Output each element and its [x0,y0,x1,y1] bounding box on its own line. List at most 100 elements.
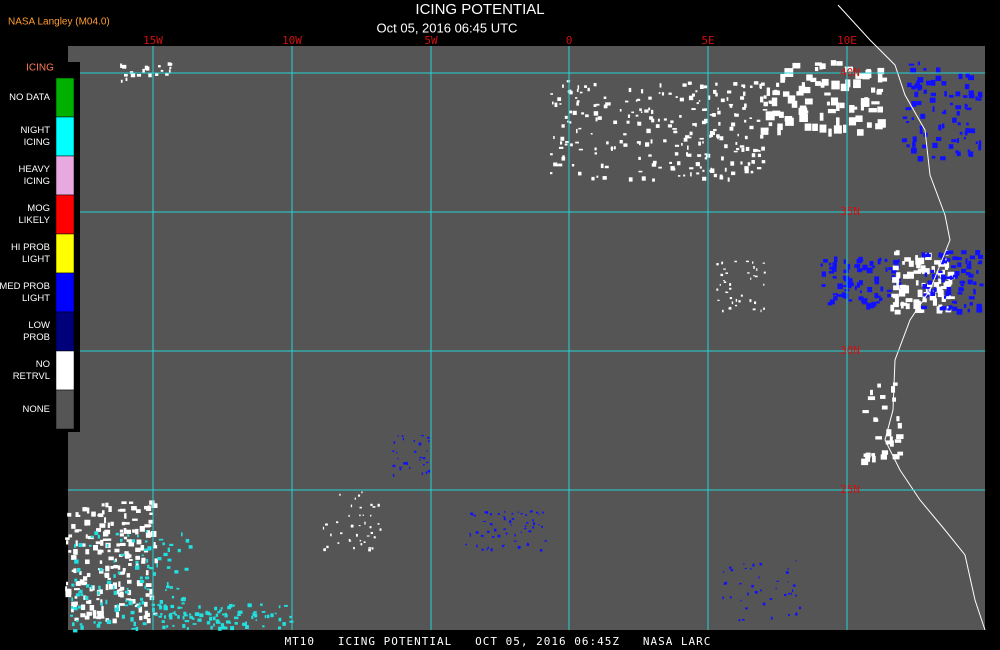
pixel [98,589,103,595]
pixel [142,622,147,626]
pixel [833,296,838,301]
pixel [941,111,946,114]
pixel [139,579,145,583]
pixel [979,283,984,287]
pixel [897,422,902,429]
pixel [729,297,733,300]
pixel [745,146,750,151]
pixel [756,166,762,170]
pixel [154,613,158,616]
pixel [721,156,724,161]
pixel [96,610,103,614]
pixel [104,517,107,524]
pixel [487,546,490,549]
pixel [899,284,906,289]
timestamp: Oct 05, 2016 06:45 UTC [377,20,518,35]
pixel [885,440,891,445]
pixel [752,308,756,311]
pixel [107,549,111,553]
pixel [740,96,745,100]
pixel [933,282,940,287]
pixel [673,130,678,134]
pixel [93,621,96,624]
pixel [108,506,112,512]
pixel [877,258,881,265]
pixel [526,522,529,524]
map-area [68,46,985,630]
pixel [135,562,139,568]
pixel [619,108,622,112]
pixel [691,93,695,97]
pixel [704,153,708,156]
pixel [139,525,145,532]
pixel [750,568,752,570]
pixel [885,267,888,272]
pixel [716,288,719,291]
pixel [426,450,428,452]
pixel [419,459,421,461]
pixel [122,567,126,572]
pixel [145,570,149,576]
pixel [720,98,725,103]
pixel [188,613,192,616]
pixel [821,271,827,277]
pixel [127,579,132,584]
pixel [920,113,926,119]
pixel [221,613,225,616]
pixel [101,503,105,507]
pixel [428,440,430,443]
pixel [262,625,265,628]
pixel [278,617,282,622]
pixel [419,456,422,459]
pixel [104,573,110,578]
pixel [638,156,641,160]
pixel [277,626,281,630]
pixel [206,621,211,625]
pixel [137,605,141,609]
pixel [762,602,766,606]
pixel [182,615,185,620]
pixel [784,115,793,122]
pixel [68,588,72,595]
pixel [170,586,173,589]
pixel [370,514,372,517]
pixel [137,535,139,538]
pixel [955,105,962,110]
pixel [894,439,902,443]
pixel [98,616,105,619]
pixel [631,111,634,114]
pixel [933,287,937,292]
footer: MT10 ICING POTENTIAL OCT 05, 2016 06:45Z… [285,635,712,648]
lon-label: 10W [282,34,302,47]
pixel [843,269,849,274]
pixel [863,453,870,458]
pixel [866,303,871,310]
pixel [513,540,517,542]
pixel [935,286,943,293]
pixel [735,304,738,307]
pixel [904,257,911,262]
pixel [118,581,121,587]
pixel [738,300,741,303]
pixel [237,610,241,615]
pixel [688,95,694,101]
pixel [710,168,715,173]
pixel [126,573,131,578]
pixel [952,117,957,123]
pixel [104,529,111,535]
pixel [777,127,781,136]
pixel [697,154,702,157]
pixel [568,89,572,94]
pixel [353,546,355,550]
pixel [685,135,690,139]
pixel [886,429,892,437]
pixel [188,545,193,549]
pixel [270,613,274,618]
pixel [105,584,109,591]
legend-swatch [55,77,75,118]
pixel [553,162,558,167]
pixel [646,128,651,134]
pixel [575,97,578,99]
pixel [166,566,171,569]
